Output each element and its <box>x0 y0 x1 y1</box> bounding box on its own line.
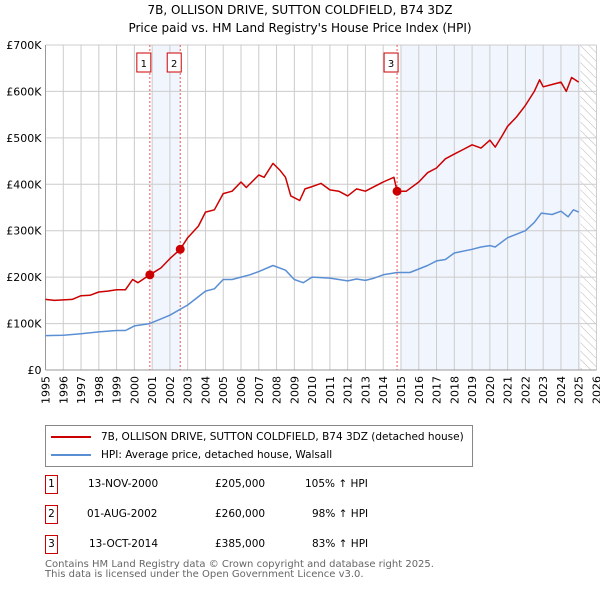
legend-label: 7B, OLLISON DRIVE, SUTTON COLDFIELD, B74… <box>101 431 464 443</box>
transaction-number: 2 <box>45 505 58 524</box>
sale-point <box>392 186 402 196</box>
y-tick-label: £500K <box>6 132 42 145</box>
x-tick-label: 2015 <box>395 376 408 404</box>
sale-point <box>145 270 155 280</box>
transaction-number: 1 <box>45 475 58 494</box>
x-tick-label: 2003 <box>182 376 195 404</box>
x-tick-label: 2012 <box>342 376 355 404</box>
transaction-row: 2 01-AUG-2002 £260,000 98% ↑ HPI <box>45 505 465 525</box>
legend-swatch-red <box>51 436 91 438</box>
y-tick-label: £700K <box>6 39 42 52</box>
transaction-price: £205,000 <box>215 478 266 490</box>
transaction-row: 1 13-NOV-2000 £205,000 105% ↑ HPI <box>45 475 465 495</box>
series-line <box>45 209 579 337</box>
x-tick-label: 2025 <box>573 376 586 404</box>
sale-marker-box <box>166 52 182 73</box>
x-tick-label: 2009 <box>288 376 301 404</box>
y-tick-label: £600K <box>6 85 42 98</box>
x-tick-label: 2024 <box>555 376 568 404</box>
y-tick-label: £200K <box>6 271 42 284</box>
x-tick-label: 2014 <box>377 376 390 404</box>
x-tick-label: 2016 <box>413 376 426 404</box>
x-tick-label: 2001 <box>146 376 159 404</box>
x-tick-label: 2022 <box>519 376 532 404</box>
series-line <box>45 76 580 302</box>
sale-marker-label: 3 <box>388 59 394 70</box>
sale-marker-label: 1 <box>141 59 147 70</box>
footer-copyright: Contains HM Land Registry data © Crown c… <box>45 559 434 570</box>
sale-point <box>175 244 185 254</box>
transaction-price: £260,000 <box>215 508 266 520</box>
legend-item-hpi: HPI: Average price, detached house, Wals… <box>51 447 332 463</box>
sale-marker-box <box>136 52 152 73</box>
x-tick-label: 2018 <box>448 376 461 404</box>
x-tick-label: 2013 <box>359 376 372 404</box>
sale-marker-box <box>383 52 399 73</box>
x-tick-label: 2004 <box>199 376 212 404</box>
x-tick-label: 2020 <box>484 376 497 404</box>
x-tick-label: 1995 <box>40 376 53 404</box>
legend-item-property: 7B, OLLISON DRIVE, SUTTON COLDFIELD, B74… <box>51 429 464 445</box>
chart-title: 7B, OLLISON DRIVE, SUTTON COLDFIELD, B74… <box>147 3 452 17</box>
x-tick-label: 2002 <box>164 376 177 404</box>
footer-licence: This data is licensed under the Open Gov… <box>45 569 364 580</box>
price-chart: 7B, OLLISON DRIVE, SUTTON COLDFIELD, B74… <box>6 3 600 404</box>
legend-label: HPI: Average price, detached house, Wals… <box>101 449 333 461</box>
y-tick-label: £0 <box>28 364 42 377</box>
sale-marker-label: 2 <box>171 59 177 70</box>
transaction-number: 3 <box>45 535 58 554</box>
y-tick-label: £400K <box>6 178 42 191</box>
legend-swatch-blue <box>51 454 91 456</box>
x-tick-label: 2000 <box>128 376 141 404</box>
shaded-range <box>152 45 181 370</box>
shaded-range <box>400 45 581 370</box>
x-tick-label: 2021 <box>502 376 515 404</box>
x-tick-label: 2023 <box>537 376 550 404</box>
transaction-price: £385,000 <box>215 538 266 550</box>
x-tick-label: 2026 <box>591 376 600 404</box>
chart-subtitle: Price paid vs. HM Land Registry's House … <box>128 21 471 35</box>
x-tick-label: 2006 <box>235 376 248 404</box>
x-tick-label: 1999 <box>111 376 124 404</box>
x-tick-label: 1998 <box>93 376 106 404</box>
transaction-hpi: 105% ↑ HPI <box>305 478 368 490</box>
x-tick-label: 2017 <box>431 376 444 404</box>
x-tick-label: 2005 <box>217 376 230 404</box>
footer: Contains HM Land Registry data © Crown c… <box>45 560 434 580</box>
x-tick-label: 2010 <box>306 376 319 404</box>
transaction-date: 13-NOV-2000 <box>88 478 159 490</box>
y-tick-label: £100K <box>6 318 42 331</box>
transaction-row: 3 13-OCT-2014 £385,000 83% ↑ HPI <box>45 535 465 555</box>
x-tick-label: 1996 <box>57 376 70 404</box>
x-tick-label: 2007 <box>253 376 266 404</box>
x-tick-label: 2011 <box>324 376 337 404</box>
transaction-date: 13-OCT-2014 <box>89 538 158 550</box>
forecast-hatch <box>580 45 597 370</box>
legend: 7B, OLLISON DRIVE, SUTTON COLDFIELD, B74… <box>45 425 473 467</box>
transaction-hpi: 98% ↑ HPI <box>312 508 369 520</box>
x-tick-label: 2008 <box>271 376 284 404</box>
transaction-hpi: 83% ↑ HPI <box>312 538 369 550</box>
x-tick-label: 2019 <box>466 376 479 404</box>
x-tick-label: 1997 <box>75 376 88 404</box>
y-tick-label: £300K <box>6 225 42 238</box>
transaction-date: 01-AUG-2002 <box>87 508 158 520</box>
